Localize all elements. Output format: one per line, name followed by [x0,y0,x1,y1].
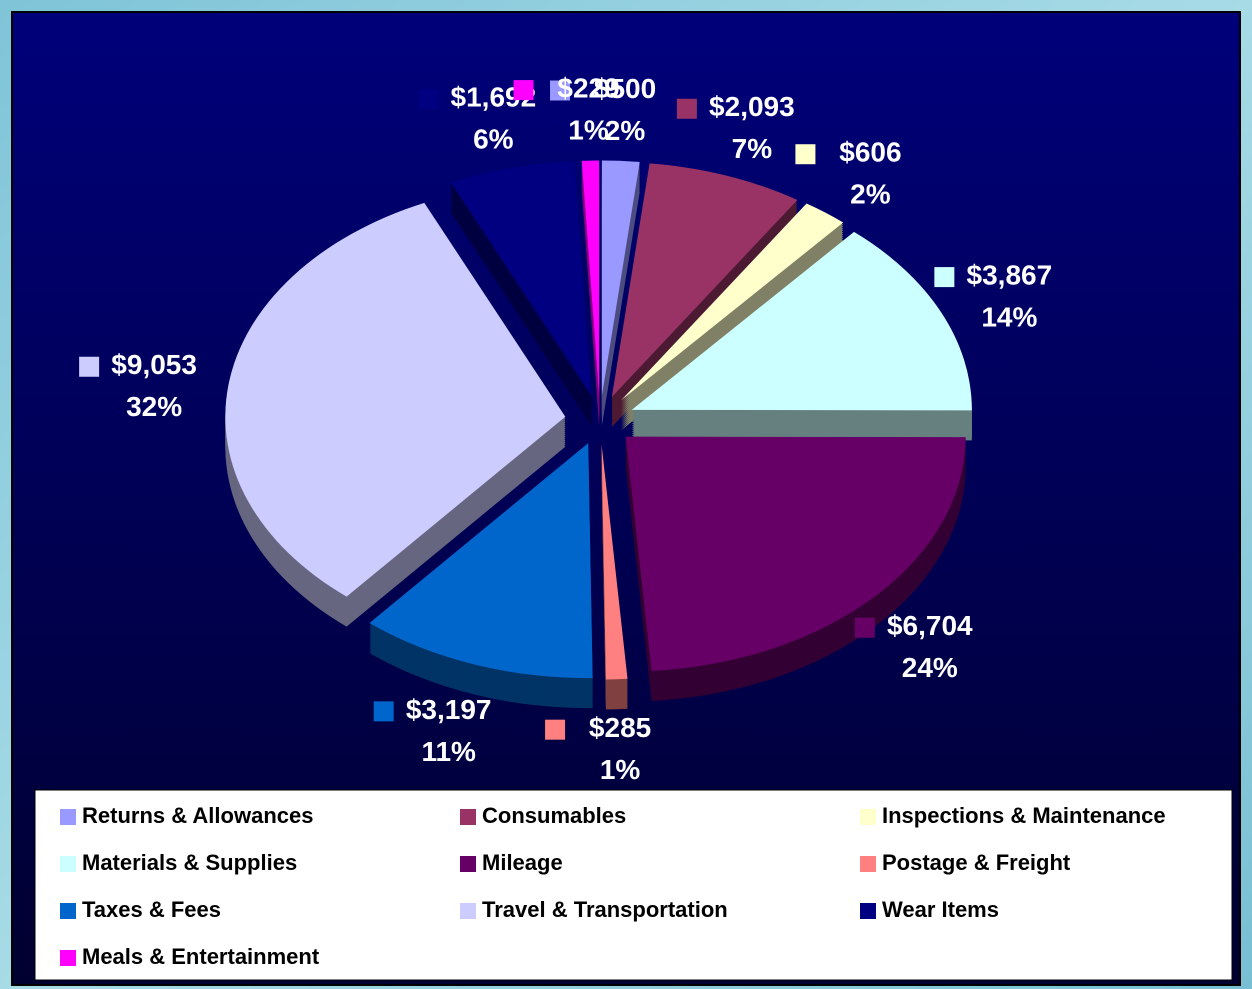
legend-swatch [60,856,76,872]
percent-label: 1% [600,754,641,785]
percent-label: 32% [126,391,182,422]
slice [225,202,566,597]
percent-label: 2% [850,179,891,210]
legend-label: Travel & Transportation [482,897,728,922]
percent-label: 14% [981,301,1037,332]
label-swatch [795,144,816,165]
slice [611,163,798,397]
legend-swatch [460,856,476,872]
legend-swatch [60,809,76,825]
label-swatch [418,89,439,110]
label-swatch [79,356,100,377]
legend-swatch [60,950,76,966]
data-label: $285 [589,712,651,743]
legend-label: Consumables [482,803,626,828]
legend-label: Mileage [482,850,563,875]
legend [34,789,1233,981]
legend-label: Wear Items [882,897,999,922]
percent-label: 11% [421,736,476,767]
data-label: $229 [557,72,619,103]
legend-label: Materials & Supplies [82,850,297,875]
legend-label: Inspections & Maintenance [882,803,1166,828]
data-label: $3,197 [406,694,492,725]
legend-label: Meals & Entertainment [82,944,320,969]
legend-swatch [860,856,876,872]
label-swatch [513,80,534,101]
slice [450,161,592,397]
legend-label: Taxes & Fees [82,897,221,922]
percent-label: 2% [605,115,646,146]
slice [601,160,640,396]
slice [625,436,966,671]
percent-label: 7% [732,133,773,164]
label-swatch [934,267,955,288]
slice [621,203,844,401]
percent-label: 1% [568,114,609,145]
slice [581,160,600,396]
legend-swatch [860,903,876,919]
percent-label: 24% [902,652,958,683]
data-label: $2,093 [709,91,795,122]
legend-label: Postage & Freight [882,850,1071,875]
data-label: $606 [839,137,901,168]
label-swatch [545,719,566,740]
legend-swatch [860,809,876,825]
slice [631,231,972,411]
legend-swatch [460,903,476,919]
data-label: $500 [594,73,656,104]
label-swatch [373,701,394,722]
label-swatch [676,98,697,119]
data-label: $6,704 [887,610,973,641]
data-label: $3,867 [967,259,1053,290]
label-swatch [854,617,875,638]
slice [369,443,593,679]
slice [601,444,628,680]
legend-swatch [60,903,76,919]
label-swatch [550,80,571,101]
percent-label: 6% [473,124,514,155]
legend-label: Returns & Allowances [82,803,313,828]
data-label: $9,053 [111,349,197,380]
legend-swatch [460,809,476,825]
